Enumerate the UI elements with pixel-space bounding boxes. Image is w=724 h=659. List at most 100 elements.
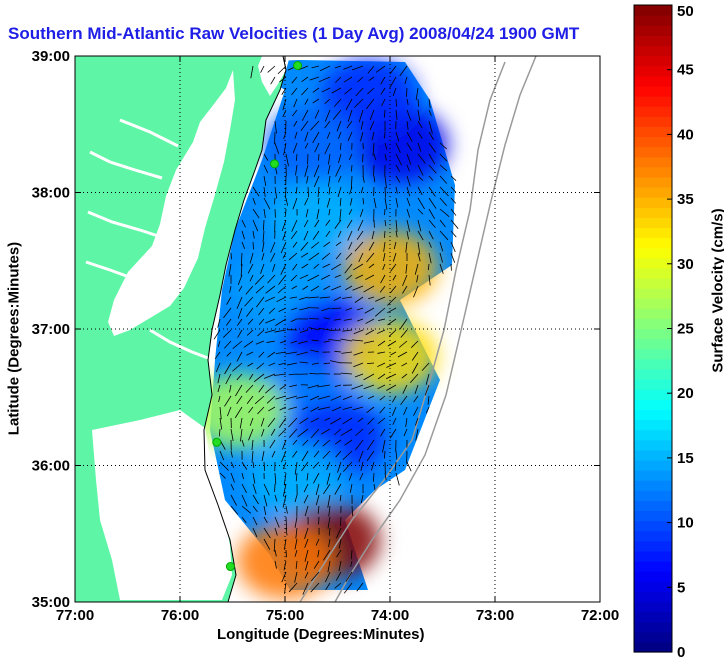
velocity-vector	[340, 372, 353, 375]
velocity-vector	[285, 505, 288, 514]
colorbar-band	[634, 318, 672, 330]
y-tick-label: 35:00	[32, 594, 70, 611]
velocity-vector	[252, 208, 260, 219]
velocity-vector	[304, 164, 309, 177]
velocity-vector	[276, 296, 287, 303]
velocity-vector	[380, 274, 386, 284]
velocity-vector	[251, 439, 254, 451]
colorbar-band	[634, 581, 672, 592]
colorbar-band	[634, 146, 672, 158]
velocity-vector	[263, 197, 271, 210]
velocity-vector	[368, 428, 375, 435]
velocity-vector	[252, 186, 260, 197]
velocity-vector	[415, 87, 419, 101]
velocity-vector	[237, 307, 243, 319]
velocity-vector	[302, 406, 309, 410]
velocity-vector	[331, 263, 342, 271]
velocity-vector	[232, 362, 243, 372]
velocity-vector	[414, 417, 419, 426]
velocity-vector	[232, 340, 243, 349]
velocity-vector	[417, 175, 424, 181]
velocity-vector	[450, 241, 456, 253]
velocity-vector	[328, 208, 331, 216]
velocity-vector	[406, 87, 408, 97]
x-tick-label: 72:00	[581, 607, 619, 624]
velocity-vector	[378, 318, 386, 322]
velocity-vector	[395, 98, 397, 107]
velocity-vector	[356, 230, 364, 240]
velocity-vector	[377, 373, 386, 380]
velocity-vector	[253, 373, 265, 383]
velocity-vector	[292, 197, 298, 210]
velocity-vector	[226, 406, 232, 417]
velocity-vector	[377, 351, 386, 354]
velocity-vector	[251, 450, 254, 463]
velocity-vector	[277, 285, 287, 294]
velocity-vector	[304, 142, 309, 149]
x-tick-label: 76:00	[161, 607, 199, 624]
y-tick-label: 39:00	[32, 48, 70, 65]
velocity-vector	[439, 252, 443, 263]
x-tick-label: 74:00	[371, 607, 409, 624]
velocity-vector	[368, 76, 375, 82]
velocity-vector	[323, 241, 331, 248]
velocity-vector	[330, 417, 342, 425]
velocity-vector	[382, 263, 386, 270]
velocity-vector	[241, 219, 246, 228]
velocity-vector	[382, 439, 386, 453]
velocity-vector	[406, 175, 411, 187]
velocity-vector	[395, 450, 398, 460]
velocity-vector	[317, 395, 331, 400]
velocity-vector	[364, 307, 375, 314]
velocity-vector	[345, 252, 353, 260]
velocity-vector	[365, 274, 375, 281]
velocity-vector	[342, 406, 353, 410]
velocity-vector	[427, 395, 430, 405]
velocity-vector	[282, 98, 287, 111]
velocity-vector	[313, 263, 320, 269]
colorbar-band	[634, 591, 672, 603]
velocity-vector	[383, 252, 386, 262]
velocity-vector	[291, 307, 298, 311]
velocity-vector	[369, 120, 375, 131]
x-tick-label: 75:00	[266, 607, 304, 624]
velocity-vector	[330, 395, 342, 401]
velocity-vector	[274, 560, 277, 569]
velocity-vector	[367, 417, 375, 425]
velocity-vector	[219, 472, 226, 479]
velocity-vector	[354, 98, 364, 108]
velocity-vector	[301, 263, 309, 269]
velocity-vector	[377, 384, 386, 390]
x-tick-label: 77:00	[56, 607, 94, 624]
velocity-vector	[249, 252, 254, 264]
velocity-vector	[313, 450, 320, 458]
velocity-vector	[285, 208, 287, 216]
velocity-vector	[360, 131, 364, 142]
velocity-vector	[274, 373, 287, 376]
colorbar-tick-label: 45	[677, 62, 694, 79]
velocity-vector	[267, 274, 276, 284]
velocity-vector	[304, 560, 309, 571]
velocity-vector	[285, 153, 289, 167]
velocity-vector	[290, 340, 298, 344]
velocity-vector	[241, 516, 247, 524]
velocity-vector	[427, 263, 430, 271]
velocity-vector	[312, 461, 320, 469]
velocity-vector	[339, 208, 342, 221]
velocity-vector	[260, 263, 265, 274]
colorbar-band	[634, 470, 672, 481]
velocity-vector	[356, 307, 364, 311]
colorbar-band	[634, 480, 672, 491]
velocity-vector	[410, 340, 419, 348]
velocity-vector	[217, 318, 221, 328]
velocity-vector	[241, 483, 247, 493]
velocity-vector	[327, 560, 331, 573]
colorbar-band	[634, 247, 672, 259]
velocity-vector	[334, 219, 342, 229]
velocity-vector	[302, 285, 309, 290]
velocity-vector	[348, 208, 353, 215]
velocity-vector	[270, 252, 276, 263]
velocity-vector	[333, 98, 342, 107]
velocity-vector	[387, 307, 397, 314]
velocity-vector	[335, 252, 342, 260]
